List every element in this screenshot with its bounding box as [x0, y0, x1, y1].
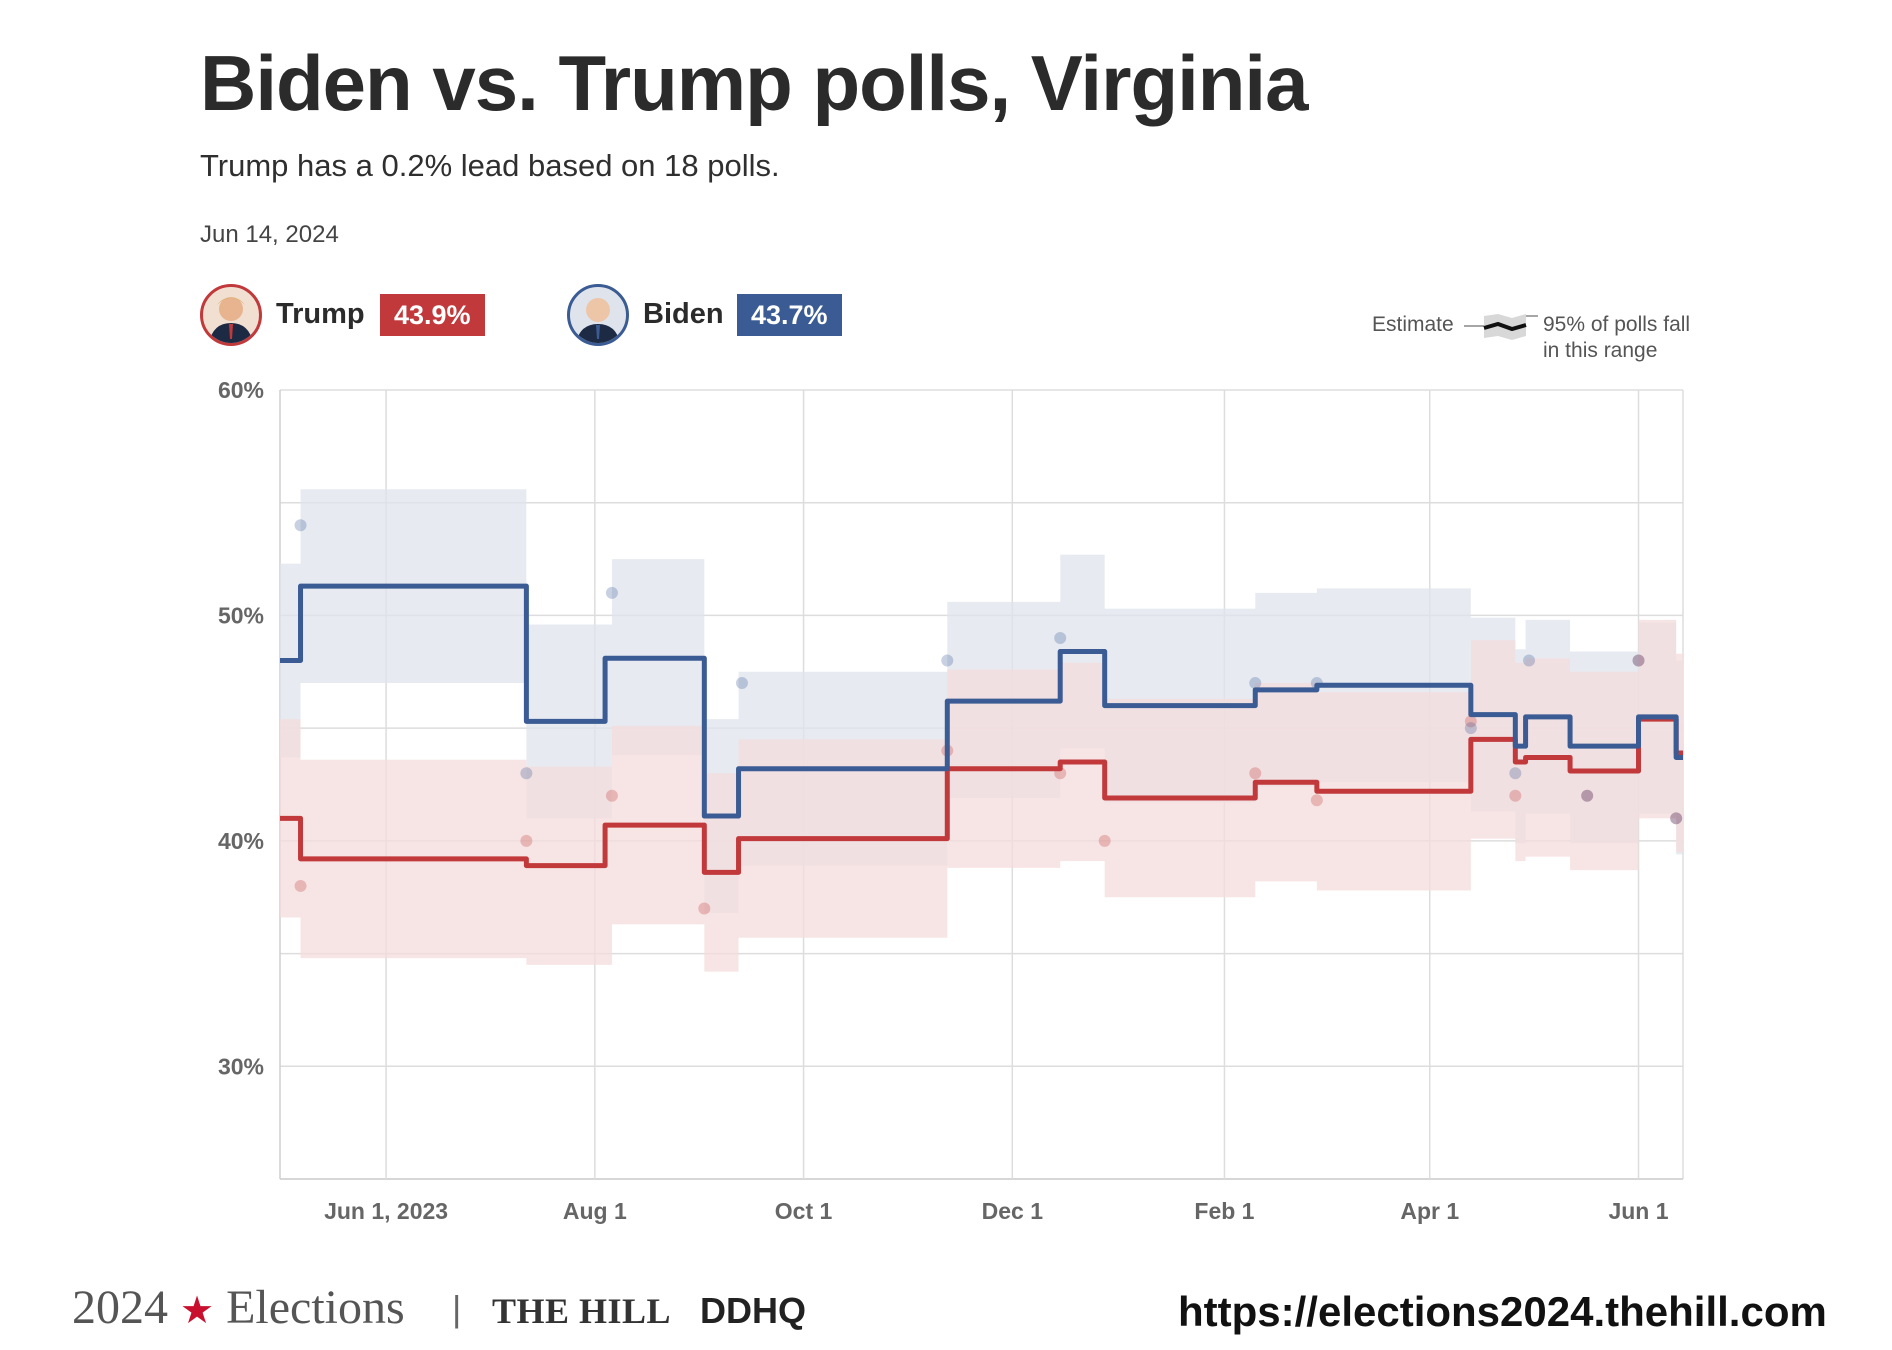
axis-labels: Jun 1, 2023 Aug 1 Oct 1 Dec 1 Feb 1 Apr 1 Jun …: [218, 377, 1669, 1224]
biden-poll-dot: [1509, 767, 1522, 780]
x-tick-label: Jun 1, 2023: [324, 1198, 448, 1224]
trump-poll-dot: [605, 789, 618, 802]
page-title: Biden vs. Trump polls, Virginia: [200, 39, 1308, 127]
poll-dots: [294, 519, 1683, 915]
biden-poll-dot: [735, 677, 748, 690]
biden-poll-dot: [520, 767, 533, 780]
trump-value-badge: 43.9%: [380, 294, 485, 336]
page-subtitle: Trump has a 0.2% lead based on 18 polls.: [200, 148, 780, 183]
trump-poll-dot: [1632, 654, 1645, 667]
ddhq-logo: DDHQ: [700, 1290, 806, 1331]
x-tick-label: Jun 1: [1608, 1198, 1668, 1224]
x-tick-label: Oct 1: [775, 1198, 833, 1224]
y-tick-label: 50%: [218, 602, 264, 628]
person-icon: [209, 297, 253, 343]
legend-range-label-2: in this range: [1543, 339, 1658, 362]
y-tick-label: 30%: [218, 1053, 264, 1079]
elections-word: Elections: [226, 1281, 405, 1334]
y-tick-label: 40%: [218, 828, 264, 854]
biden-name: Biden: [643, 298, 724, 330]
legend-swatch-icon: [1464, 314, 1538, 340]
biden-poll-dot: [1581, 789, 1594, 802]
legend-range-label: 95% of polls fall: [1543, 313, 1691, 336]
trump-name: Trump: [276, 298, 365, 330]
trump-avatar: [200, 284, 262, 346]
trump-poll-dot: [1249, 767, 1262, 780]
trump-poll-dot: [698, 902, 711, 915]
biden-poll-dot: [294, 519, 307, 532]
legend-estimate-label: Estimate: [1372, 313, 1454, 336]
biden-poll-dot: [1054, 631, 1067, 644]
trump-estimate-line: [280, 716, 1683, 875]
x-tick-label: Aug 1: [563, 1198, 627, 1224]
biden-estimate-line: [280, 583, 1683, 819]
estimate-lines: [280, 583, 1683, 875]
trump-poll-dot: [294, 879, 307, 892]
the-hill-logo: THE HILL: [492, 1291, 672, 1331]
trump-poll-dot: [1310, 794, 1323, 807]
biden-poll-dot: [1464, 722, 1477, 735]
trump-poll-dot: [1670, 812, 1683, 825]
trump-poll-dot: [1464, 715, 1477, 728]
star-icon: ★: [180, 1290, 215, 1332]
biden-poll-dot: [1670, 812, 1683, 825]
elections-logo: 2024 ★ Elections: [72, 1280, 405, 1335]
biden-poll-dot: [941, 654, 954, 667]
elections-year: 2024: [72, 1281, 168, 1334]
biden-poll-dot: [605, 586, 618, 599]
footer-separator: |: [452, 1288, 462, 1329]
trump-poll-dot: [1581, 789, 1594, 802]
footer-url[interactable]: https://elections2024.thehill.com: [1178, 1288, 1827, 1335]
trump-poll-dot: [520, 834, 533, 847]
x-tick-label: Feb 1: [1194, 1198, 1254, 1224]
biden-avatar: [567, 284, 629, 346]
trump-confidence-band: [280, 619, 1683, 972]
biden-poll-dot: [1523, 654, 1536, 667]
biden-value-badge: 43.7%: [737, 294, 842, 336]
as-of-date: Jun 14, 2024: [200, 221, 339, 248]
person-icon: [576, 298, 620, 343]
x-tick-label: Dec 1: [982, 1198, 1044, 1224]
x-tick-label: Apr 1: [1400, 1198, 1459, 1224]
biden-poll-dot: [1249, 677, 1262, 690]
y-tick-label: 60%: [218, 377, 264, 403]
trump-poll-dot: [1509, 789, 1522, 802]
biden-poll-dot: [1632, 654, 1645, 667]
trump-poll-dot: [1098, 834, 1111, 847]
